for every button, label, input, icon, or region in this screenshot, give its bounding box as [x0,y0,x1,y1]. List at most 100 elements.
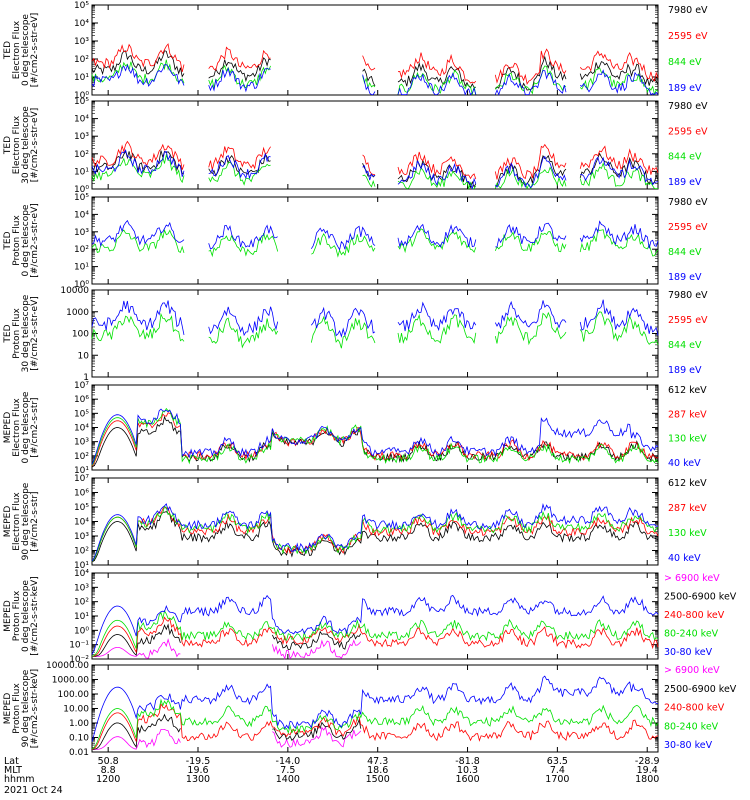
x-tick-label: 10.3 [457,765,478,776]
y-tick-label: 0.10 [69,734,89,744]
x-row-label: Lat [4,756,19,767]
y-tick-label: 10¹ [74,167,89,177]
y-axis-label: MEPED [3,412,13,444]
y-tick-label: 10⁵ [74,97,89,107]
legend-entry: 287 keV [668,503,707,514]
panel-4: 1 10 100 1000 10000 TED Proton Flux 30 deg tele… [3,286,708,383]
series-trace [91,153,658,191]
y-tick-label: 1000.00 [52,676,89,686]
legend-entry: 130 keV [668,434,707,445]
series-trace [91,609,659,657]
y-tick-label: 10⁵ [74,193,89,203]
y-axis-label: TED [3,324,13,343]
x-tick-label: 7.5 [280,765,295,776]
legend-entry: 844 eV [668,340,702,351]
legend-entry: > 6900 keV [664,573,720,584]
legend-entry: 2595 eV [668,315,708,326]
y-tick-label: 10⁶ [74,489,89,499]
legend-entry: 7980 eV [668,5,708,16]
panel-frame [91,196,659,285]
series-trace [91,506,659,562]
x-tick-label: 1300 [186,774,210,785]
legend-entry: 40 keV [668,553,701,564]
y-axis-label: Electron Flux [12,20,22,79]
x-tick-label: 1700 [545,774,569,785]
y-tick-label: 10⁰ [74,91,89,101]
panel-5: 10¹ 10² 10³ 10⁴ 10⁵ 10⁶ 10⁷ MEPED Electron Flux 0… [3,381,707,476]
y-tick-label: 10⁴ [74,115,89,125]
y-tick-label: 10⁷ [74,474,89,484]
legend-entry: 2595 eV [668,222,708,233]
y-tick-label: 0.01 [69,748,89,758]
series-trace [91,407,659,466]
y-tick-label: 10³ [74,438,89,448]
y-tick-label: 10⁵ [74,1,89,11]
y-axis-label: MEPED [3,506,13,538]
x-tick-label: 1400 [276,774,300,785]
series-trace [91,616,659,657]
y-axis-label: [#/cm2-s-str-eV] [30,203,40,278]
y-tick-label: 10² [74,245,89,255]
x-tick-label: 1800 [635,774,659,785]
series-trace [92,726,362,750]
series-trace [92,638,362,660]
x-tick-label: -81.8 [455,756,480,767]
y-tick-label: 1 [83,373,89,383]
y-tick-label: 10³ [74,228,89,238]
panel-7: 10⁻² 10⁻¹ 10⁰ 10¹ 10² 10³ 10⁴ MEPED Proton Flux 0… [3,569,737,665]
x-tick-label: 19.6 [187,765,208,776]
y-tick-label: 10 [78,351,90,361]
y-axis-label: 0 deg telescope [21,391,31,463]
x-tick-label: 18.6 [367,765,388,776]
y-axis-label: 0 deg telescope [21,204,31,276]
y-tick-label: 1000 [66,308,89,318]
y-tick-label: 10⁰ [74,280,89,290]
y-tick-label: 10⁷ [74,381,89,391]
x-tick-label: 19.4 [637,765,658,776]
series-trace [91,219,659,251]
series-trace [91,594,659,655]
series-trace [91,311,659,349]
y-axis-label: [#/cm2-s-str-keV] [30,576,40,655]
x-tick-label: 63.5 [547,756,568,767]
y-tick-label: 10⁴ [74,518,89,528]
y-tick-label: 100 [72,330,89,340]
legend-entry: > 6900 keV [664,665,720,676]
y-axis-label: TED [3,136,13,155]
y-axis-label: TED [3,231,13,250]
series-trace [91,408,659,465]
y-tick-label: 10000 [60,286,89,296]
y-tick-label: 10¹ [74,73,89,83]
x-row-label: hhmm [4,774,35,785]
series-trace [91,698,659,750]
y-tick-label: 10000.00 [46,661,89,671]
series-trace [91,59,659,96]
y-tick-label: 10² [74,150,89,160]
panel-2: 10⁰ 10¹ 10² 10³ 10⁴ 10⁵ TED Electron Flux 30 deg… [3,97,708,195]
legend-entry: 7980 eV [668,101,708,112]
series-trace [91,228,659,258]
y-axis-label: Electron Flux [12,115,22,174]
legend-entry: 612 keV [668,385,707,396]
y-tick-label: 10² [74,547,89,557]
y-tick-label: 10⁵ [74,503,89,513]
x-tick-label: 47.3 [367,756,388,767]
legend-entry: 7980 eV [668,290,708,301]
y-tick-label: 10⁻¹ [69,641,89,651]
y-axis-label: 90 deg telescope [21,482,31,560]
legend-entry: 30-80 keV [664,647,713,658]
y-tick-label: 10¹ [74,466,89,476]
y-axis-label: Proton Flux [12,215,22,266]
legend-entry: 287 keV [668,409,707,420]
panel-3: 10⁰ 10¹ 10² 10³ 10⁴ 10⁵ TED Proton Flux 0 deg te… [3,193,708,290]
y-tick-label: 10⁻² [69,655,89,665]
x-tick-label: -28.9 [635,756,660,767]
legend-entry: 80-240 keV [664,721,719,732]
panel-8: 0.01 0.10 1.00 10.00 100.00 1000.00 10000.00 ME… [3,661,737,758]
x-tick-label: -19.5 [186,756,211,767]
y-tick-label: 10⁴ [74,569,89,579]
legend-entry: 240-800 keV [664,610,725,621]
legend-entry: 2595 eV [668,126,708,137]
y-tick-label: 10¹ [74,263,89,273]
y-tick-label: 10² [74,55,89,65]
